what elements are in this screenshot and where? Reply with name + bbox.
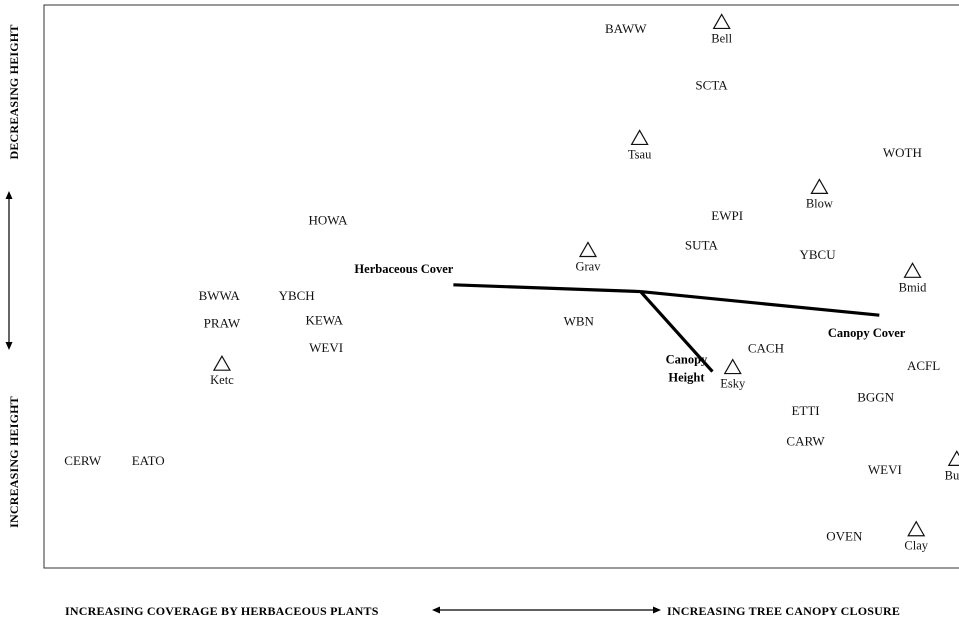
- site-label: Blow: [806, 196, 833, 210]
- vector-line-herbaceous-cover: [453, 283, 641, 294]
- species-label-praw: PRAW: [204, 316, 241, 331]
- triangle-icon: [947, 450, 959, 466]
- vector-line-canopy-cover: [640, 289, 880, 317]
- species-labels: BAWW SCTA WOTH HOWA EWPI SUTA YBCU BWWA YBCH PRAW…: [64, 21, 940, 543]
- triangle-icon: [907, 520, 926, 537]
- site-markers: Bell Tsau Blow Grav Bmid Ketc Esky Buhi Clay: [210, 13, 959, 553]
- x-axis-double-arrow: [432, 606, 661, 614]
- species-label-baww: BAWW: [605, 21, 647, 36]
- vector-label-herbaceous-cover: Herbaceous Cover: [354, 262, 453, 276]
- species-label-cerw: CERW: [64, 453, 102, 468]
- vector-line-canopy-height: [639, 290, 714, 373]
- species-label-wbn: WBN: [564, 313, 595, 328]
- site-ketc: Ketc: [210, 354, 234, 387]
- site-esky: Esky: [720, 358, 746, 391]
- site-label: Grav: [575, 259, 601, 273]
- y-axis-label-top: DECREASING HEIGHT: [7, 24, 21, 159]
- vector-label-canopy-height: Canopy Height: [666, 353, 708, 385]
- site-buhi: Buhi: [945, 450, 959, 482]
- species-label-etti: ETTI: [791, 403, 819, 418]
- species-label-bwwa: BWWA: [199, 288, 241, 303]
- site-label: Tsau: [628, 147, 652, 161]
- triangle-icon: [903, 262, 922, 278]
- y-axis-double-arrow: [5, 191, 13, 350]
- environmental-vectors: Herbaceous Cover Canopy Cover Canopy Height: [354, 262, 905, 385]
- species-label-scta: SCTA: [695, 78, 728, 93]
- species-label-oven: OVEN: [826, 528, 863, 543]
- triangle-icon: [630, 129, 649, 146]
- species-label-ewpi: EWPI: [711, 208, 743, 223]
- triangle-icon: [712, 13, 731, 30]
- site-tsau: Tsau: [628, 129, 652, 161]
- species-label-suta: SUTA: [685, 237, 719, 252]
- site-bell: Bell: [711, 13, 733, 45]
- species-label-cach: CACH: [748, 340, 784, 355]
- species-label-woth: WOTH: [883, 145, 922, 160]
- species-label-ybch: YBCH: [279, 288, 315, 303]
- triangle-icon: [723, 358, 742, 375]
- y-axis-label-bottom: INCREASING HEIGHT: [7, 396, 21, 528]
- triangle-icon: [578, 241, 598, 258]
- site-label: Clay: [904, 539, 928, 553]
- triangle-icon: [212, 354, 231, 371]
- triangle-icon: [810, 178, 829, 195]
- site-label: Bell: [711, 31, 732, 45]
- species-label-eato: EATO: [132, 453, 165, 468]
- species-label-howa: HOWA: [308, 213, 348, 228]
- site-label: Bmid: [899, 280, 928, 294]
- site-label: Buhi: [945, 468, 959, 482]
- plot-frame: [43, 4, 959, 569]
- x-axis-label-right: INCREASING TREE CANOPY CLOSURE: [667, 604, 900, 618]
- site-label: Ketc: [210, 373, 234, 387]
- site-blow: Blow: [806, 178, 833, 210]
- species-label-wevi: WEVI: [309, 340, 343, 355]
- x-axis-label-left: INCREASING COVERAGE BY HERBACEOUS PLANTS: [65, 604, 379, 618]
- species-label-carw: CARW: [786, 433, 825, 448]
- vector-label-canopy-cover: Canopy Cover: [828, 326, 906, 340]
- species-label-wevi: WEVI: [868, 462, 902, 477]
- site-grav: Grav: [575, 241, 601, 273]
- species-label-kewa: KEWA: [306, 312, 344, 327]
- site-label: Esky: [720, 377, 746, 391]
- site-bmid: Bmid: [899, 262, 928, 294]
- species-label-bggn: BGGN: [857, 389, 894, 404]
- species-label-acfl: ACFL: [907, 358, 940, 373]
- species-label-ybcu: YBCU: [799, 247, 836, 262]
- site-clay: Clay: [904, 520, 929, 553]
